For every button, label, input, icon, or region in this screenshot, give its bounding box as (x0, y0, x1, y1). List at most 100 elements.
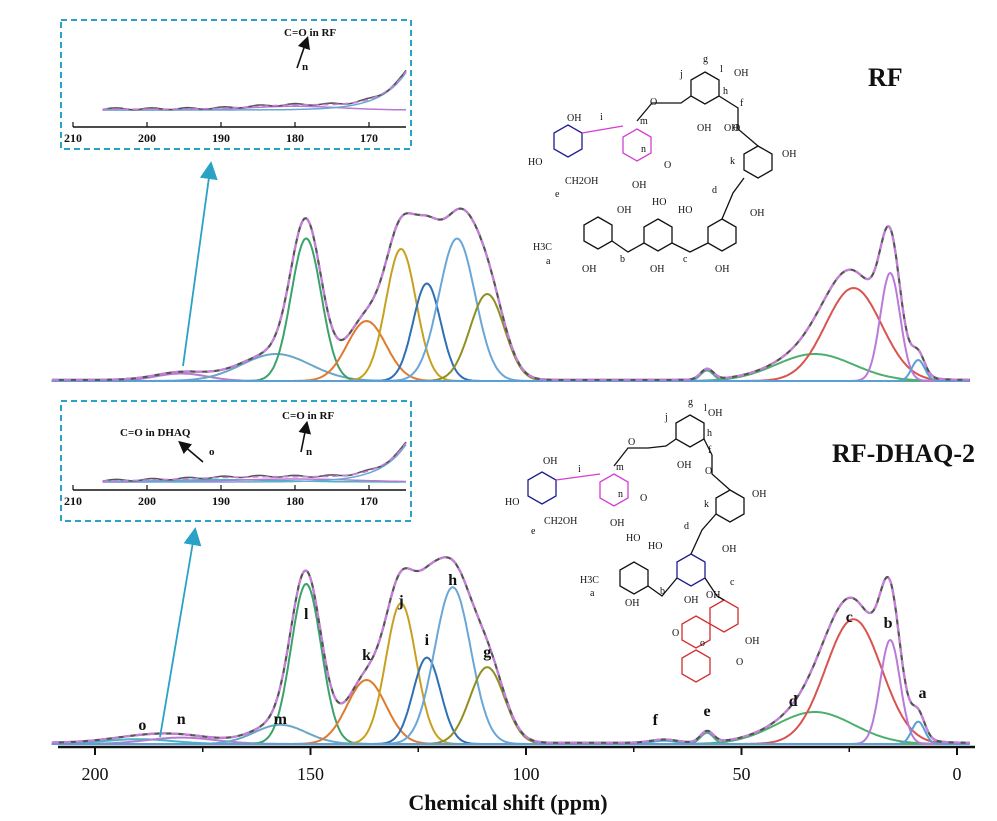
rf-oh-b3: OH (715, 264, 729, 275)
dhaq-letter-a: a (590, 588, 595, 599)
rf-oh-mid: OH (697, 123, 711, 134)
rf-inset-tick-label-210: 210 (64, 131, 82, 145)
peak-label-a: a (919, 685, 927, 702)
dhaq-peak-a (51, 720, 970, 745)
rf-peak-i (51, 282, 970, 382)
peak-label-l: l (304, 606, 309, 623)
rf-peak-d (51, 353, 970, 382)
rf-letter-g: g (703, 54, 708, 65)
rf-fitted-spectrum (51, 207, 970, 381)
rf-letter-l: l (720, 64, 723, 75)
dhaq-inset-co-rf-label: C=O in RF (282, 410, 334, 422)
dhaq-oh-red1: OH (706, 590, 720, 601)
dhaq-inset-tick-label-180: 180 (286, 494, 304, 508)
peak-label-g: g (483, 644, 491, 661)
rf-oh-mag: OH (632, 180, 646, 191)
rf-oh-b4: OH (617, 205, 631, 216)
dhaq-ring-blue (527, 471, 557, 505)
rf-o-mag: O (664, 160, 671, 171)
peak-label-k: k (362, 647, 371, 664)
dhaq-letter-c: c (730, 577, 735, 588)
dhaq-letter-b: b (660, 586, 665, 597)
rf-o-link: O (650, 97, 657, 108)
peak-label-f: f (653, 712, 659, 729)
rf-inset-tick-label-200: 200 (138, 131, 156, 145)
rf-h3c: H3C (533, 242, 552, 253)
dhaq-linker-bottom (647, 577, 678, 597)
dhaq-ring-left (619, 561, 649, 595)
rf-ring-right (743, 145, 773, 179)
dhaq-inset-tick-label-200: 200 (138, 494, 156, 508)
dhaq-letter-o: o (700, 638, 705, 649)
dhaq-oh-mag: OH (610, 518, 624, 529)
rf-letter-k: k (730, 156, 735, 167)
dhaq-linker-right (703, 438, 731, 491)
dhaq-peak-h (51, 586, 970, 745)
dhaq-ch2oh: CH2OH (544, 516, 577, 527)
rf-inset-n-label: n (302, 61, 308, 73)
rf-oh-top: OH (734, 68, 748, 79)
dhaq-letter-f: f (708, 445, 712, 456)
rf-inset-tick-label-180: 180 (286, 131, 304, 145)
dhaq-peak-b (51, 638, 970, 745)
dhaq-inset-arrow-o (178, 440, 204, 463)
x-axis-title: Chemical shift (ppm) (408, 790, 607, 815)
rf-ho-b2: HO (678, 205, 692, 216)
rf-inset-frame (60, 19, 412, 150)
rf-linker-bottom (611, 240, 645, 253)
rf-structure-diagram (553, 71, 773, 253)
dhaq-peak-g (51, 666, 970, 745)
peak-label-e: e (703, 703, 710, 720)
dhaq-inset-arrow-n (298, 420, 312, 453)
x-tick-label-0: 0 (953, 764, 962, 784)
rf-letter-f: f (740, 98, 744, 109)
dhaq-letter-e: e (531, 526, 536, 537)
dhaq-oh-blue-mid: OH (684, 595, 698, 606)
dhaq-ch-bridge (555, 473, 601, 481)
rf-letter-a: a (546, 256, 551, 267)
dhaq-linker-d (690, 513, 717, 555)
dhaq-o-red2: O (736, 657, 743, 668)
rf-ring-magenta (622, 128, 652, 162)
dhaq-ho-left: HO (626, 533, 640, 544)
dhaq-ring-red-bottom (681, 649, 711, 683)
rf-oh-d: OH (750, 208, 764, 219)
rf-dhaq-inset-frame (60, 400, 412, 522)
dhaq-ring-magenta (599, 473, 629, 507)
dhaq-ring-red-top (709, 599, 739, 633)
dhaq-linker-top (613, 438, 677, 467)
dhaq-oh-left: OH (625, 598, 639, 609)
rf-ring-bottom-right (707, 218, 737, 252)
dhaq-oh-top: OH (708, 408, 722, 419)
dhaq-inset-fitted (102, 442, 407, 482)
rf-peak-b (51, 271, 970, 382)
dhaq-ring-blue-mid (676, 553, 706, 587)
dhaq-structure-text: OH HO CH2OH OH O H3C OH OH O O OH OH HO … (505, 397, 766, 668)
rf-linker-top (636, 95, 692, 122)
dhaq-peak-i (51, 656, 970, 745)
rf-letter-c: c (683, 254, 688, 265)
rf-peak-g (51, 292, 970, 382)
rf-letter-m: m (640, 116, 648, 127)
rf-peak-c (51, 286, 970, 382)
dhaq-letter-d: d (684, 521, 689, 532)
rf-linker-right (718, 95, 759, 147)
rf-spectrum (51, 207, 970, 382)
dhaq-linker-c (704, 577, 725, 601)
dhaq-letter-i: i (578, 464, 581, 475)
dhaq-letter-l: l (704, 403, 707, 414)
rf-oh-mid2: OH (724, 123, 738, 134)
rf-ho-b: HO (652, 197, 666, 208)
x-tick-label-50: 50 (733, 764, 751, 784)
dhaq-peak-j (51, 602, 970, 745)
rf-letter-n: n (641, 144, 646, 155)
x-tick-label-200: 200 (82, 764, 109, 784)
dhaq-fitted-spectrum (51, 556, 970, 744)
dhaq-letter-k: k (704, 499, 709, 510)
rf-dhaq-panel-title: RF-DHAQ-2 (832, 439, 975, 468)
rf-letter-b: b (620, 254, 625, 265)
dhaq-letter-m: m (616, 462, 624, 473)
dhaq-inset-tick-label-210: 210 (64, 494, 82, 508)
rf-panel-title: RF (868, 63, 903, 92)
